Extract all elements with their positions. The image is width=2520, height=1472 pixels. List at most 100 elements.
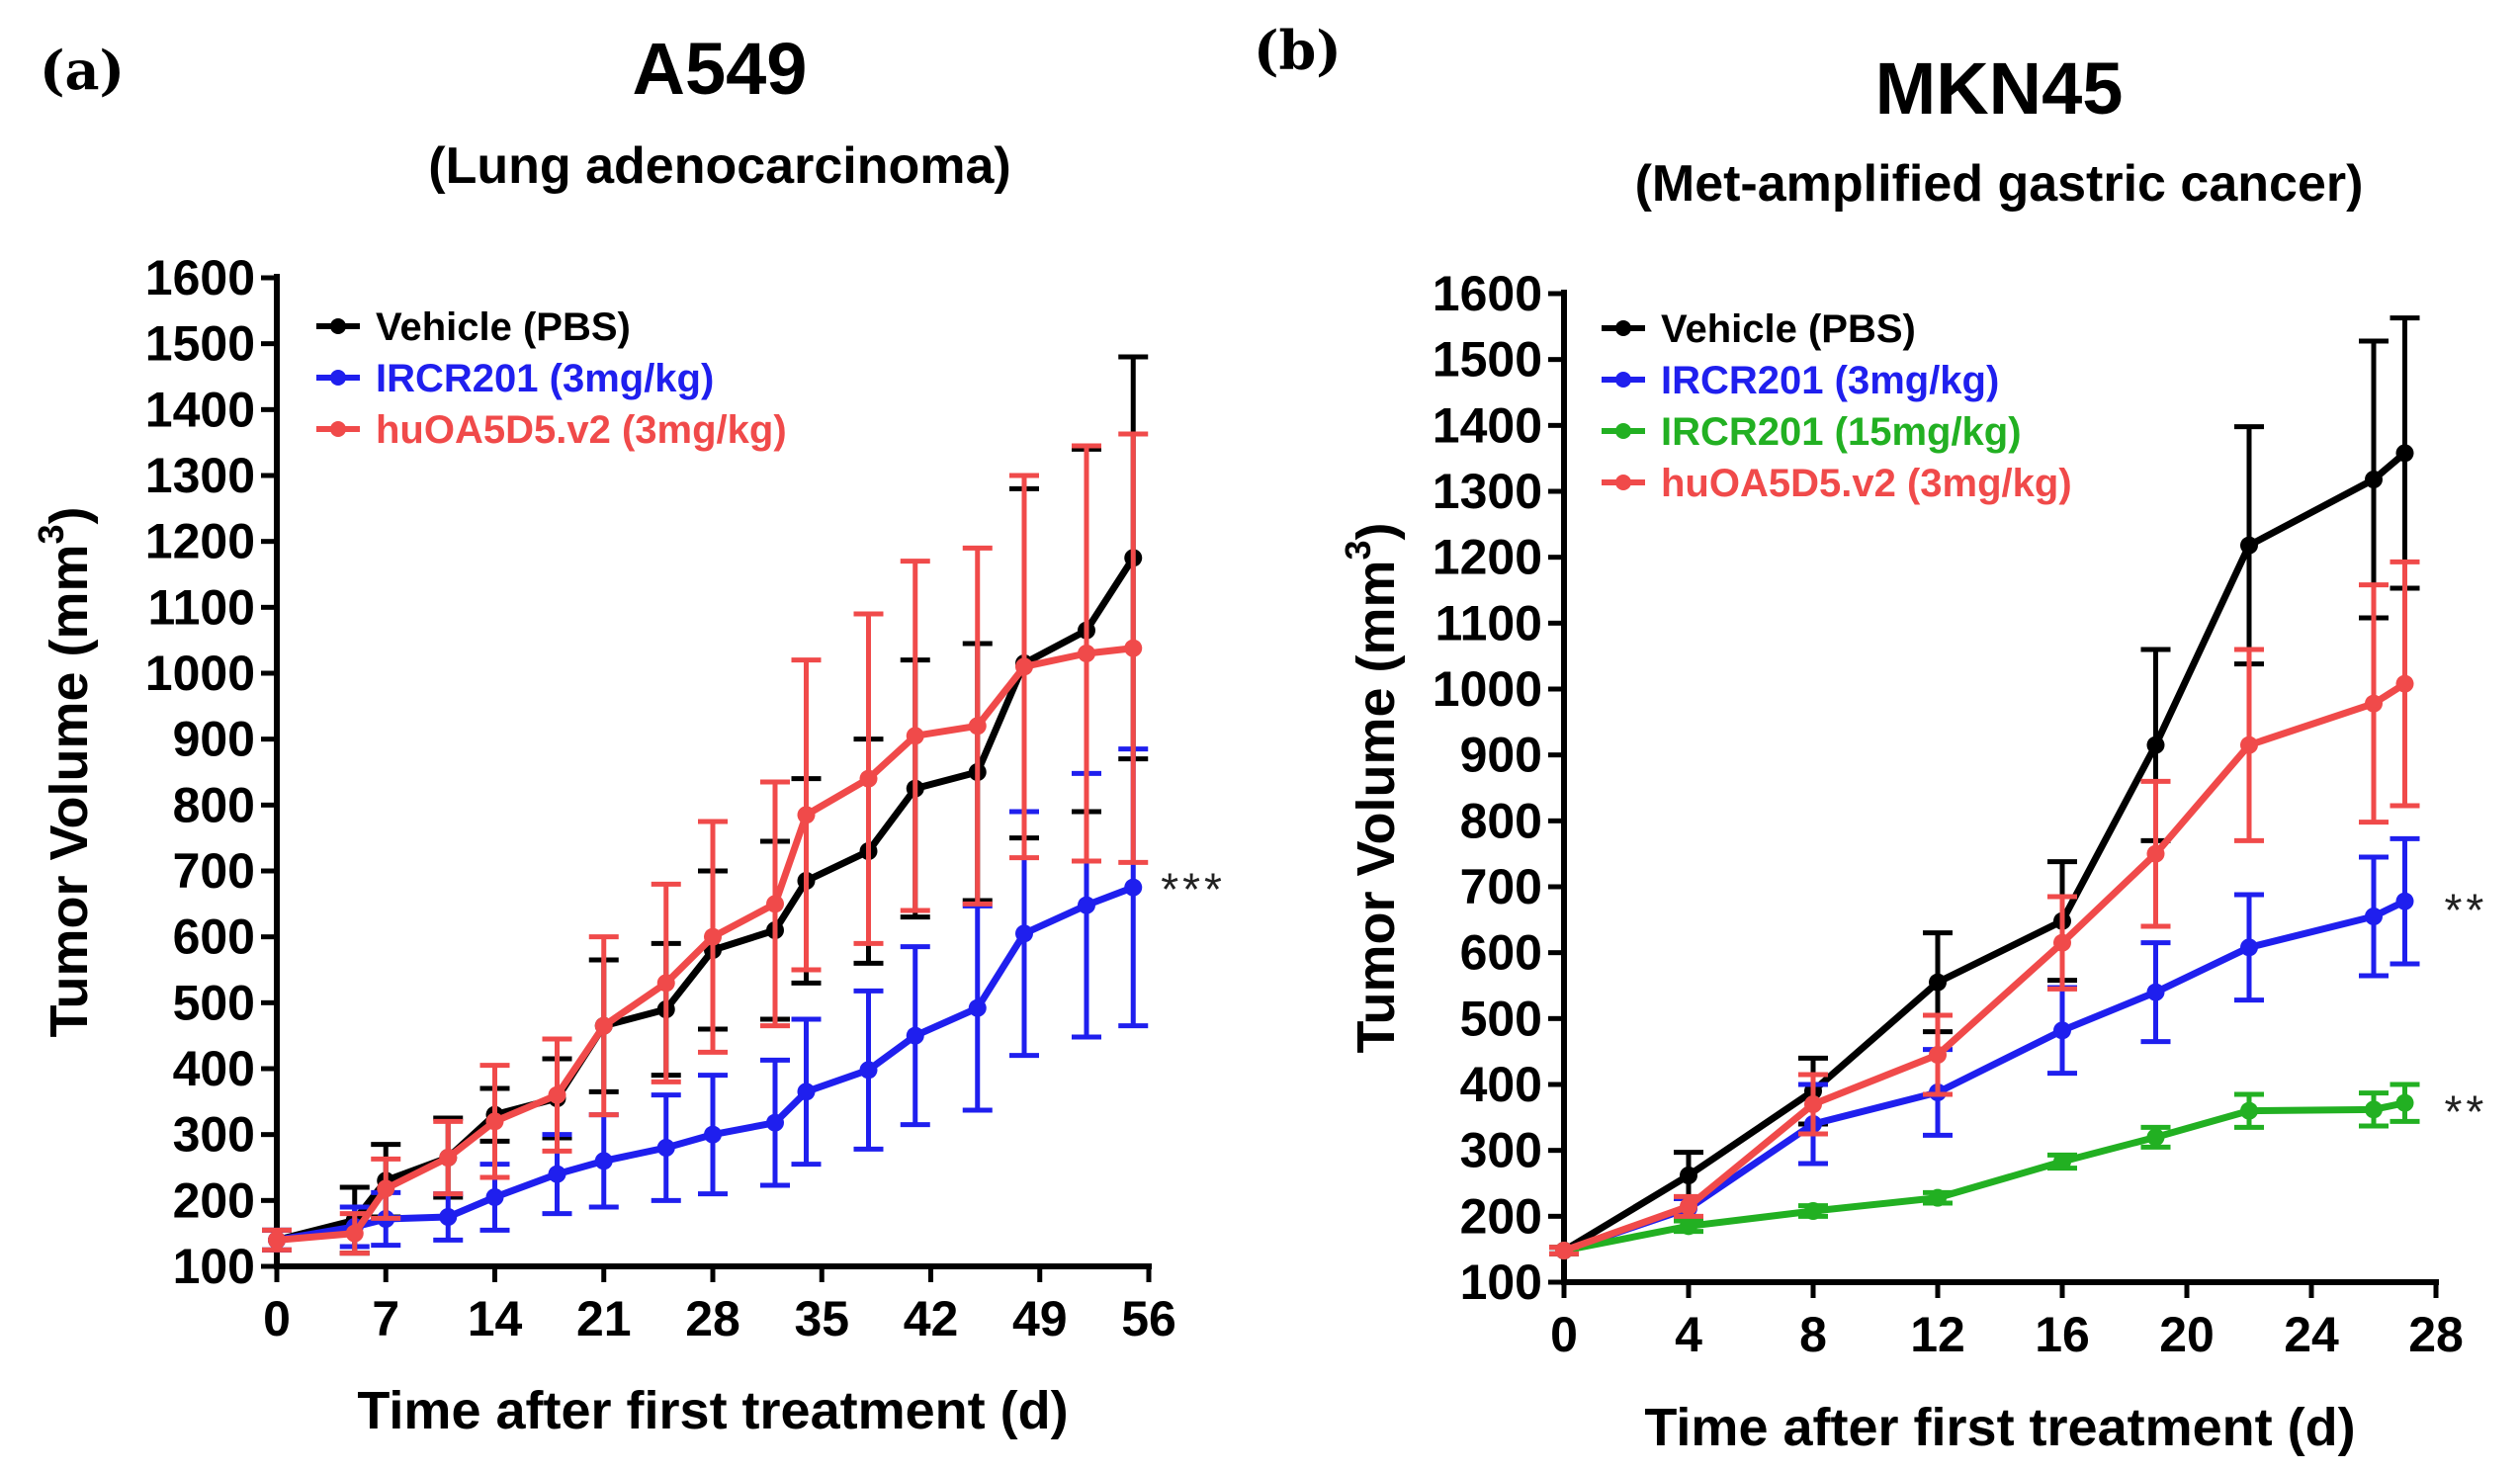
series-0 <box>262 354 1149 1256</box>
data-point <box>594 1016 613 1035</box>
data-point <box>1804 1202 1822 1220</box>
series-2 <box>262 431 1149 1256</box>
data-point <box>968 717 987 736</box>
legend-swatch-marker <box>1615 320 1631 336</box>
y-tick-label: 1500 <box>1433 332 1542 388</box>
x-tick-label: 12 <box>1910 1307 1965 1362</box>
legend-swatch-marker <box>1615 423 1631 439</box>
data-point <box>906 727 924 745</box>
x-tick-label: 16 <box>2035 1307 2090 1362</box>
data-point <box>2240 1101 2258 1120</box>
y-tick-label: 700 <box>1460 859 1542 914</box>
x-tick-label: 14 <box>468 1291 523 1346</box>
chart-subtitle: (Lung adenocarcinoma) <box>428 137 1010 195</box>
y-tick-label: 1100 <box>148 579 255 635</box>
data-point <box>766 895 784 913</box>
data-point <box>1555 1242 1573 1259</box>
x-tick-label: 35 <box>794 1291 849 1346</box>
y-tick-label: 200 <box>173 1172 255 1228</box>
x-axis-label: Time after first treatment (d) <box>357 1381 1068 1440</box>
significance-annotation: ** <box>2445 885 2488 936</box>
data-point <box>1015 657 1033 676</box>
x-tick-label: 28 <box>685 1291 740 1346</box>
y-tick-label: 1300 <box>145 448 255 503</box>
y-tick-label: 1200 <box>1433 530 1542 585</box>
y-tick-label: 1400 <box>145 382 255 437</box>
data-point <box>2146 844 2165 863</box>
data-point <box>2053 1153 2071 1170</box>
y-tick-label: 400 <box>173 1041 255 1096</box>
series-2 <box>1549 1082 2420 1259</box>
panel-label: (a) <box>40 39 125 102</box>
data-point <box>704 927 722 946</box>
x-tick-label: 49 <box>1012 1291 1068 1346</box>
y-tick-label: 1200 <box>145 514 255 569</box>
data-point <box>797 806 816 824</box>
legend-entry: huOA5D5.v2 (3mg/kg) <box>376 408 787 452</box>
y-tick-label: 1500 <box>145 316 255 372</box>
y-tick-label: 600 <box>173 909 255 965</box>
x-tick-label: 24 <box>2284 1307 2339 1362</box>
data-point <box>2365 471 2383 488</box>
y-tick-label: 600 <box>1460 925 1542 981</box>
data-point <box>2146 1128 2165 1147</box>
data-point <box>594 1152 613 1170</box>
y-tick-label: 800 <box>173 777 255 832</box>
data-point <box>656 1139 675 1157</box>
y-tick-label: 100 <box>1460 1255 1542 1310</box>
x-tick-label: 21 <box>576 1291 632 1346</box>
data-point <box>2240 736 2258 754</box>
data-point <box>797 1082 816 1101</box>
y-axis-label-text: Tumor Volume (mm <box>40 544 99 1037</box>
y-tick-label: 1100 <box>1435 595 1542 650</box>
data-point <box>1124 639 1143 657</box>
data-point <box>704 1125 722 1144</box>
x-tick-label: 20 <box>2159 1307 2215 1362</box>
data-point <box>2395 892 2414 910</box>
data-point <box>485 1188 504 1206</box>
data-point <box>766 1113 784 1132</box>
data-point <box>968 998 987 1017</box>
legend-entry: huOA5D5.v2 (3mg/kg) <box>1661 462 2072 505</box>
x-tick-label: 56 <box>1121 1291 1176 1346</box>
data-point <box>1804 1095 1822 1113</box>
y-axis-label-close: ) <box>40 506 99 524</box>
data-point <box>2365 1100 2383 1119</box>
y-tick-label: 1300 <box>1433 464 1542 519</box>
y-tick-label: 1000 <box>1433 661 1542 717</box>
data-point <box>1680 1217 1697 1236</box>
x-axis-label: Time after first treatment (d) <box>1644 1398 2355 1457</box>
data-point <box>859 769 878 788</box>
y-tick-label: 700 <box>173 843 255 899</box>
y-tick-label: 900 <box>1460 728 1542 783</box>
data-point <box>2146 983 2165 1001</box>
data-point <box>2395 444 2414 463</box>
y-tick-label: 900 <box>173 712 255 767</box>
significance-annotation: ** <box>2445 1086 2488 1138</box>
y-axis-label-text: Tumor Volume (mm <box>1347 560 1406 1053</box>
data-point <box>1929 973 1947 992</box>
data-point <box>1124 878 1143 897</box>
x-tick-label: 0 <box>1550 1307 1578 1362</box>
legend-swatch-marker <box>1615 475 1631 490</box>
y-axis-label: Tumor Volume (mm3) <box>1338 522 1406 1053</box>
data-point <box>1929 1188 1947 1207</box>
y-tick-label: 500 <box>173 975 255 1030</box>
legend-swatch-marker <box>330 421 346 437</box>
chart-subtitle: (Met-amplified gastric cancer) <box>1635 155 2364 213</box>
series-line <box>1562 450 2407 1254</box>
x-tick-label: 0 <box>263 1291 291 1346</box>
y-tick-label: 1400 <box>1433 397 1542 453</box>
chart-title: MKN45 <box>1875 47 2124 130</box>
data-point <box>1078 645 1095 662</box>
significance-annotation: *** <box>1161 864 1226 915</box>
series-3 <box>1549 559 2420 1259</box>
y-tick-label: 1000 <box>145 646 255 701</box>
legend-entry: IRCR201 (3mg/kg) <box>1661 359 1999 402</box>
data-point <box>656 974 675 993</box>
data-point <box>1078 896 1095 914</box>
legend-entry: Vehicle (PBS) <box>376 305 631 349</box>
data-point <box>268 1231 286 1250</box>
y-axis-label: Tumor Volume (mm3) <box>31 506 99 1037</box>
